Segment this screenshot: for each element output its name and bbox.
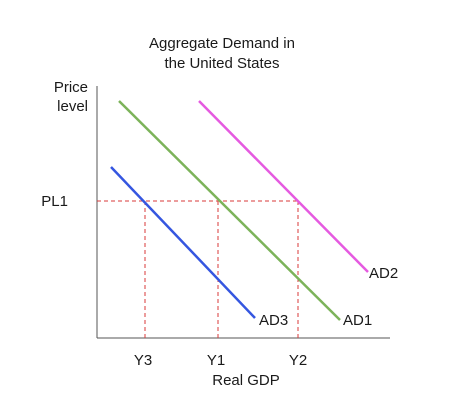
y1-tick-label: Y1	[207, 352, 225, 369]
ad3-label: AD3	[259, 312, 288, 329]
chart-title-line-2: the United States	[164, 55, 279, 72]
y-axis-label-line-1: Price	[54, 79, 88, 96]
y2-tick-label: Y2	[289, 352, 307, 369]
ad3-curve	[110, 166, 256, 319]
pl1-tick-label: PL1	[41, 193, 68, 210]
ad1-label: AD1	[343, 312, 372, 329]
ad2-curve	[198, 100, 369, 273]
y3-tick-label: Y3	[134, 352, 152, 369]
ad2-label: AD2	[369, 265, 398, 282]
x-axis-label: Real GDP	[212, 372, 280, 389]
y-axis-label-line-2: level	[57, 98, 88, 115]
chart-title-line-1: Aggregate Demand in	[149, 35, 295, 52]
ad1-curve	[118, 100, 341, 321]
